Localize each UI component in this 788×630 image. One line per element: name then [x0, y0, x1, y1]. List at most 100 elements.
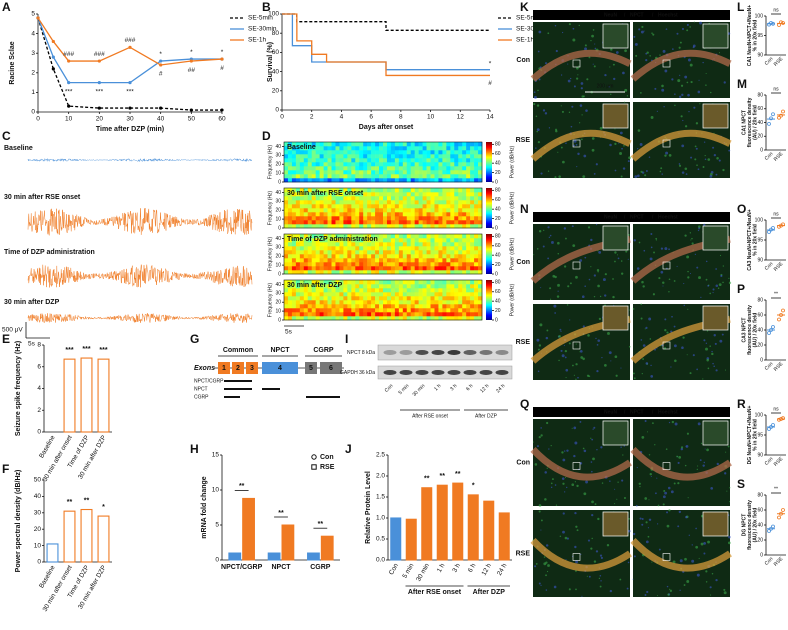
spectrogram-cell: [323, 254, 328, 259]
cell-signal: [642, 344, 646, 347]
spectrogram-cell: [299, 166, 305, 171]
spectrogram-cell: [359, 242, 364, 247]
spectrogram-cell: [446, 220, 451, 225]
cell-signal: [563, 344, 565, 347]
spectrogram-cell: [347, 300, 352, 305]
spectrogram-cell: [291, 242, 297, 247]
cell-layer: [630, 49, 732, 82]
y-tick-label: 2.0: [376, 473, 385, 480]
cell-signal: [572, 244, 576, 247]
spectrogram-cell: [327, 174, 332, 179]
stain-header: [533, 407, 730, 417]
cell-signal: [568, 342, 571, 345]
spectrogram-cell: [418, 316, 423, 321]
spectrogram-cell: [355, 308, 360, 313]
spectrogram-cell: [291, 204, 297, 209]
colorbar-label: Power (dB/Hz): [509, 191, 515, 224]
cell-signal: [703, 552, 706, 555]
annotation: *: [159, 51, 162, 58]
spectrogram-cell: [323, 188, 328, 193]
spectrogram-cell: [331, 242, 336, 247]
spectrogram-cell: [410, 212, 415, 217]
spectrogram-cell: [458, 280, 463, 285]
spectrogram-cell: [398, 246, 404, 251]
spectrogram-cell: [367, 188, 372, 193]
cell-signal: [642, 285, 645, 288]
spectrogram-cell: [319, 308, 324, 313]
spectrogram-cell: [458, 292, 463, 297]
y-tick-label: 90: [757, 52, 763, 58]
spectrogram-cell: [418, 270, 423, 275]
spectrogram-cell: [394, 216, 400, 221]
y-axis-label: mRNA fold change: [201, 476, 208, 538]
spectrogram-cell: [466, 174, 471, 179]
spectrogram-cell: [327, 242, 332, 247]
spectrogram-cell: [458, 238, 463, 243]
spectrogram-cell: [402, 262, 408, 267]
spectrogram-cell: [331, 212, 336, 217]
spectrogram-cell: [446, 196, 451, 201]
cell-signal: [565, 377, 567, 379]
spectrogram-cell: [454, 174, 459, 179]
y-axis-label: % in 20x field: [752, 419, 758, 451]
spectrogram-cell: [386, 258, 392, 263]
spectrogram-cell: [474, 162, 479, 167]
spectrogram-cell: [351, 196, 356, 201]
y-tick-label: 0: [760, 357, 763, 363]
cell-signal: [705, 72, 707, 74]
x-tick-label: NPCT/CGRP: [221, 564, 263, 571]
spectrogram-cell: [434, 212, 439, 217]
spectrogram-cell: [442, 146, 447, 151]
cell-signal: [654, 444, 656, 446]
spectrogram-cell: [339, 250, 344, 255]
spectrogram-cell: [287, 250, 293, 255]
cell-signal: [536, 128, 540, 132]
spectrogram-cell: [410, 170, 415, 175]
y-tick-label: 10: [275, 308, 281, 314]
stain-label: /: [652, 12, 654, 18]
cell-layer: [630, 447, 732, 481]
spectrogram-cell: [478, 208, 483, 213]
spectrogram-cell: [355, 296, 360, 301]
cell-signal: [609, 143, 612, 147]
spectrogram-cell: [351, 216, 356, 221]
cell-signal: [563, 450, 566, 452]
y-tick-label: 30: [34, 510, 42, 517]
spectrogram-cell: [426, 262, 431, 267]
spectrogram-cell: [470, 220, 475, 225]
spectrogram-cell: [315, 254, 320, 259]
spectrogram-cell: [422, 242, 427, 247]
spectrogram-cell: [379, 304, 384, 309]
spectrogram-cell: [299, 200, 305, 205]
spectrogram-cell: [422, 220, 427, 225]
spectrogram-cell: [355, 188, 360, 193]
cell-signal: [627, 160, 630, 163]
spectrogram-cell: [303, 296, 309, 301]
cell-signal: [673, 344, 677, 348]
spectrogram-cell: [363, 196, 368, 201]
spectrogram-cell: [450, 192, 455, 197]
spectrogram-cell: [343, 224, 348, 229]
cell-signal: [719, 339, 723, 343]
spectrogram-cell: [311, 266, 316, 271]
spectrogram-cell: [454, 154, 459, 159]
cell-signal: [599, 126, 603, 130]
spectrogram-cell: [339, 150, 344, 155]
spectrogram-cell: [355, 216, 360, 221]
spectrogram-cell: [478, 170, 483, 175]
spectrogram-cell: [438, 300, 443, 305]
y-tick-label: 5: [31, 11, 35, 18]
spectrogram-cell: [462, 308, 467, 313]
spectrogram-cell: [367, 296, 372, 301]
spectrogram-cell: [299, 316, 305, 321]
spectrogram-cell: [371, 150, 376, 155]
spectrogram-cell: [307, 170, 313, 175]
cell-signal: [533, 102, 536, 106]
spectrogram-cell: [323, 174, 328, 179]
spectrogram-cell: [446, 208, 451, 213]
spectrogram-cell: [418, 266, 423, 271]
spectrogram-cell: [351, 262, 356, 267]
spectrogram-cell: [339, 284, 344, 289]
y-tick-label: 6: [37, 363, 41, 370]
spectrogram-cell: [359, 204, 364, 209]
